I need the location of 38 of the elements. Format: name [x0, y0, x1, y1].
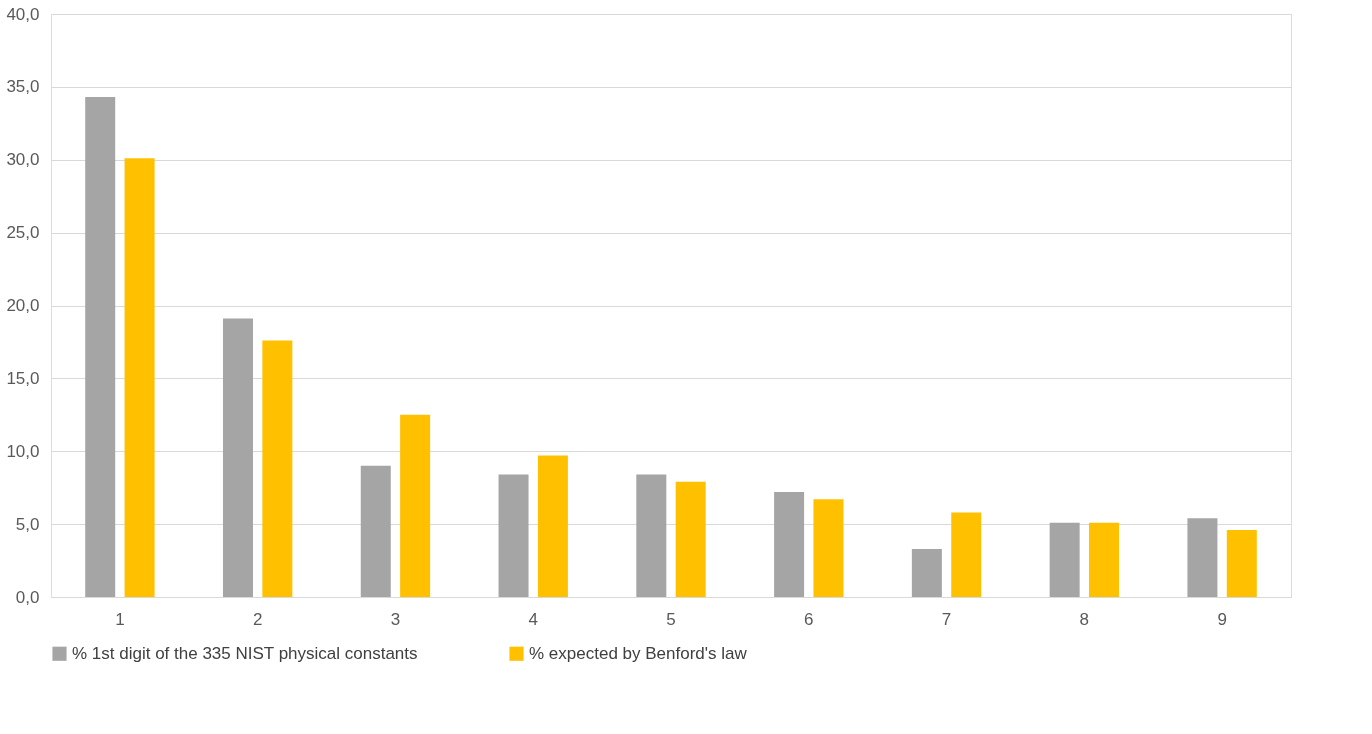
- y-tick-label: 20,0: [6, 296, 40, 315]
- x-tick-label: 4: [528, 609, 538, 629]
- y-tick-label: 5,0: [15, 514, 40, 534]
- x-tick-label: 9: [1217, 609, 1227, 629]
- x-tick-label: 8: [1079, 609, 1090, 629]
- y-tick-label: 15,0: [6, 368, 40, 388]
- bar: [360, 465, 391, 597]
- y-tick-label: 25,0: [6, 223, 40, 243]
- bar: [85, 97, 116, 597]
- bar: [911, 548, 942, 597]
- y-tick-label: 0,0: [15, 587, 40, 607]
- y-tick-label: 40,0: [6, 4, 40, 24]
- x-tick-label: 6: [804, 609, 814, 629]
- bar: [222, 318, 253, 597]
- y-tick-label: 30,0: [6, 150, 40, 170]
- x-tick-label: 5: [666, 609, 676, 629]
- bar: [262, 340, 293, 597]
- bar: [1187, 518, 1218, 597]
- bar: [675, 481, 706, 597]
- x-tick-label: 1: [115, 609, 125, 629]
- legend-label: % expected by Benford's law: [529, 643, 748, 663]
- bar: [1089, 522, 1120, 597]
- legend-label: % 1st digit of the 335 NIST physical constants: [72, 643, 418, 663]
- bar: [1049, 522, 1080, 597]
- bar: [498, 474, 529, 597]
- bar: [813, 499, 844, 597]
- bar: [400, 414, 431, 597]
- y-tick-label: 35,0: [6, 77, 40, 97]
- bar: [537, 455, 568, 597]
- bar: [636, 474, 667, 597]
- x-tick-label: 7: [941, 609, 952, 629]
- bar: [951, 512, 982, 597]
- bar: [124, 158, 155, 597]
- y-tick-label: 10,0: [6, 441, 40, 461]
- bar: [774, 492, 805, 597]
- x-tick-label: 3: [390, 609, 401, 629]
- x-tick-label: 2: [252, 609, 263, 629]
- bar: [1226, 529, 1257, 597]
